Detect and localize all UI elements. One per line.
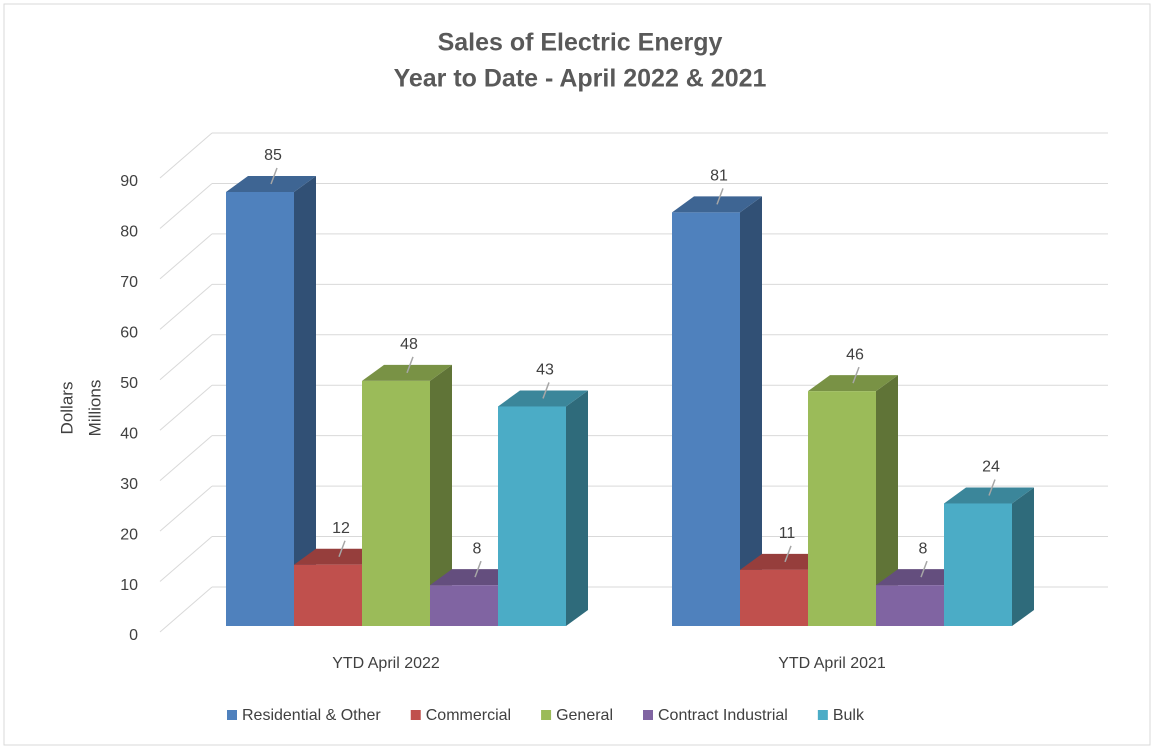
grid-line: [159, 536, 213, 582]
chart-subtitle: Year to Date - April 2022 & 2021: [394, 65, 767, 93]
y-tick-label: 40: [120, 425, 138, 442]
legend-swatch: [227, 710, 237, 720]
y-tick-label: 0: [129, 627, 138, 644]
bar-side: [1012, 487, 1034, 626]
legend-label: Contract Industrial: [658, 707, 788, 724]
y-tick-label: 30: [120, 476, 138, 493]
data-label: 85: [264, 147, 282, 164]
data-label: 24: [982, 459, 1000, 476]
legend-label: Residential & Other: [242, 707, 381, 724]
leader-line: [784, 545, 792, 563]
data-label: 11: [779, 525, 796, 542]
legend-swatch: [541, 710, 552, 720]
legend-label: General: [556, 707, 613, 724]
chart-title: Sales of Electric Energy: [438, 29, 723, 57]
bar: [362, 380, 430, 626]
chart-frame: [3, 3, 1151, 746]
y-tick-label: 60: [120, 325, 138, 342]
legend-swatch: [817, 710, 828, 720]
data-label: 43: [536, 362, 554, 379]
grid-line: [159, 334, 213, 381]
grid-line: [159, 132, 213, 179]
y-tick-label: 50: [120, 375, 138, 392]
y-tick-label: 10: [120, 577, 138, 594]
grid-line: [159, 283, 213, 330]
bar: [944, 503, 1012, 626]
bar-side: [740, 196, 762, 626]
legend-label: Bulk: [833, 707, 865, 724]
leader-line: [920, 560, 928, 578]
legend-swatch: [410, 710, 421, 720]
bar: [876, 585, 944, 626]
bar: [740, 569, 808, 626]
leader-line: [338, 540, 346, 557]
grid-line: [159, 183, 213, 229]
data-label: 46: [846, 346, 864, 363]
bar-side: [876, 375, 898, 626]
leader-line: [406, 356, 414, 374]
legend-label: Commercial: [426, 707, 511, 724]
leader-line: [852, 366, 860, 384]
leader-line: [988, 479, 996, 496]
y-tick-label: 70: [120, 274, 138, 291]
grid-line: [159, 485, 213, 532]
y-axis-label: Dollars: [57, 382, 76, 435]
data-label: 8: [473, 540, 482, 557]
y-tick-label: 80: [120, 224, 138, 241]
bar-side: [430, 364, 452, 626]
leader-line: [270, 167, 278, 185]
y-tick-label: 90: [120, 173, 138, 190]
data-label: 8: [919, 540, 928, 557]
x-tick-label: YTD April 2021: [778, 655, 886, 672]
bar: [226, 192, 294, 626]
bar: [808, 391, 876, 626]
y-tick-label: 20: [120, 526, 138, 543]
bar-side: [566, 390, 588, 626]
legend-swatch: [643, 710, 653, 720]
bar: [430, 585, 498, 626]
leader-line: [474, 560, 482, 578]
grid-line: [159, 586, 213, 633]
bar: [294, 564, 362, 626]
grid-line: [159, 233, 213, 280]
bar-side: [294, 176, 316, 626]
grid-line: [159, 384, 213, 431]
leader-line: [542, 382, 550, 399]
leader-line: [716, 188, 724, 205]
x-tick-label: YTD April 2022: [332, 655, 440, 672]
y-axis-label: Millions: [85, 380, 104, 437]
bar: [672, 212, 740, 626]
data-label: 48: [400, 336, 418, 353]
bar: [498, 406, 566, 626]
data-label: 81: [710, 168, 728, 185]
data-label: 12: [332, 520, 350, 537]
grid-line: [159, 435, 213, 482]
